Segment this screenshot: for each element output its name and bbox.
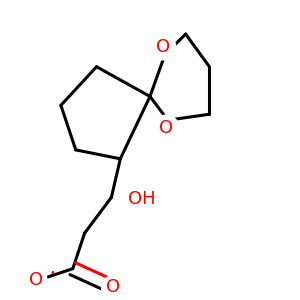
Text: O: O [159,118,173,136]
Text: O: O [106,278,120,296]
Circle shape [24,269,47,291]
Circle shape [102,276,124,298]
Circle shape [151,35,176,60]
Circle shape [129,185,156,212]
Text: O: O [28,271,43,289]
Circle shape [154,115,179,140]
Text: •: • [49,268,55,278]
Text: OH: OH [128,190,155,208]
Text: O: O [156,38,170,56]
